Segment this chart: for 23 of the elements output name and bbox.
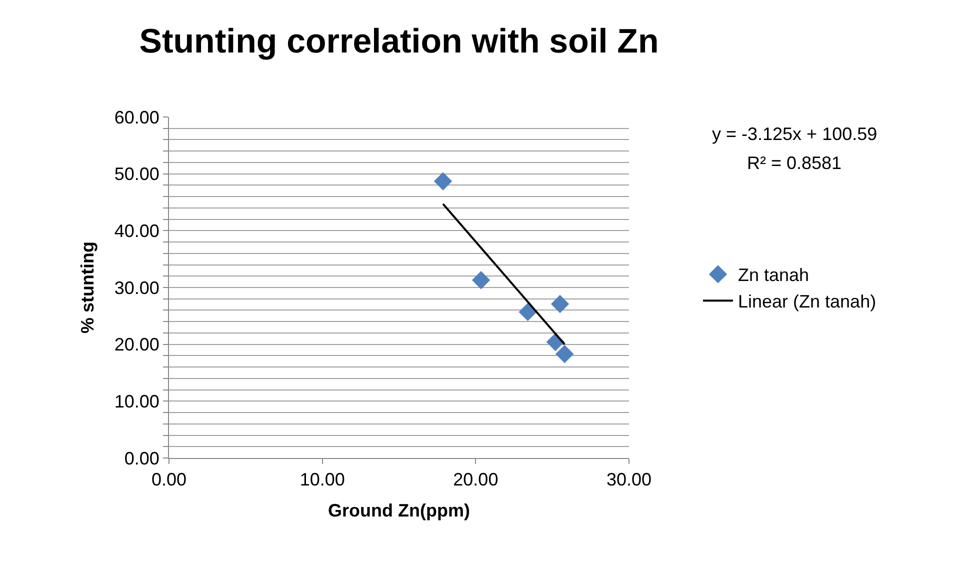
y-tick-label: 60.00 (114, 107, 160, 128)
point (434, 172, 452, 190)
y-tick-label: 30.00 (114, 278, 160, 298)
y-axis-title: % stunting (78, 242, 98, 334)
text: R² = 0.8581 (747, 153, 842, 173)
legend-label: Linear (Zn tanah) (738, 292, 876, 312)
y-tick-label: 10.00 (114, 391, 160, 412)
point (550, 294, 570, 314)
y-tick-label: 0.00 (124, 448, 160, 468)
point (472, 271, 490, 290)
legend-label: Zn tanah (738, 265, 810, 286)
y-tick-label: 40.00 (114, 220, 160, 241)
chart-title: Stunting correlation with soil Zn (139, 22, 659, 60)
x-tick-label: 30.00 (606, 470, 652, 490)
y-tick-label: 50.00 (114, 164, 160, 184)
x-tick-label: 10.00 (300, 470, 345, 490)
x-tick-label: 0.00 (151, 470, 187, 490)
x-tick-label: 20.00 (453, 470, 498, 490)
point (556, 344, 574, 364)
x-axis-title: Ground Zn(ppm) (328, 500, 470, 521)
text: y = -3.125x + 100.59 (712, 124, 878, 144)
point (518, 302, 537, 322)
y-tick-label: 20.00 (114, 334, 160, 355)
